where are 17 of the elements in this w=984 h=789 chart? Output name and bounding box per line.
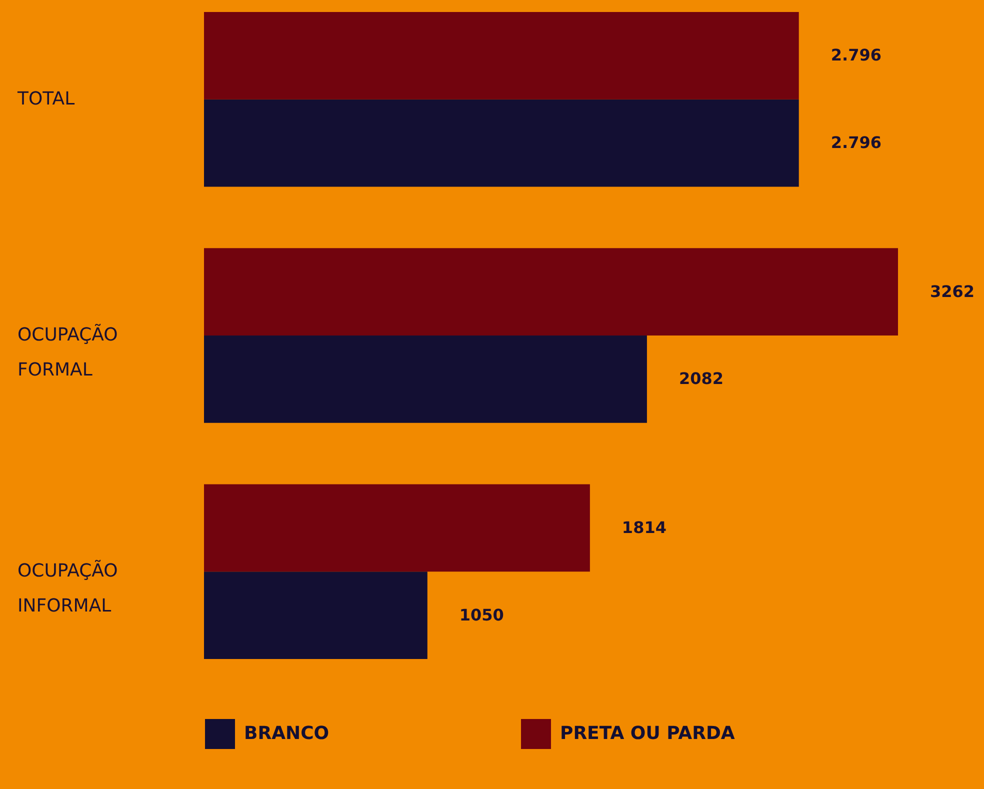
y-tick-label: TOTAL [16, 88, 75, 110]
data-label: 2.796 [830, 133, 882, 152]
bar [204, 248, 898, 336]
bar [204, 484, 590, 572]
bar [204, 336, 647, 423]
data-label: 2.796 [830, 46, 882, 65]
bar [204, 99, 799, 187]
data-label: 2082 [678, 369, 724, 388]
data-label: 1814 [622, 518, 666, 537]
legend-label: PRETA OU PARDA [560, 723, 735, 744]
bar [204, 12, 799, 100]
data-label: 3262 [930, 282, 975, 301]
bar [204, 572, 428, 659]
legend-label: BRANCO [244, 723, 330, 744]
y-tick-label: OCUPAÇÃO FORMAL [18, 324, 118, 380]
y-tick-label: OCUPAÇÃO INFORMAL [18, 560, 118, 617]
data-label: 1050 [459, 605, 504, 624]
